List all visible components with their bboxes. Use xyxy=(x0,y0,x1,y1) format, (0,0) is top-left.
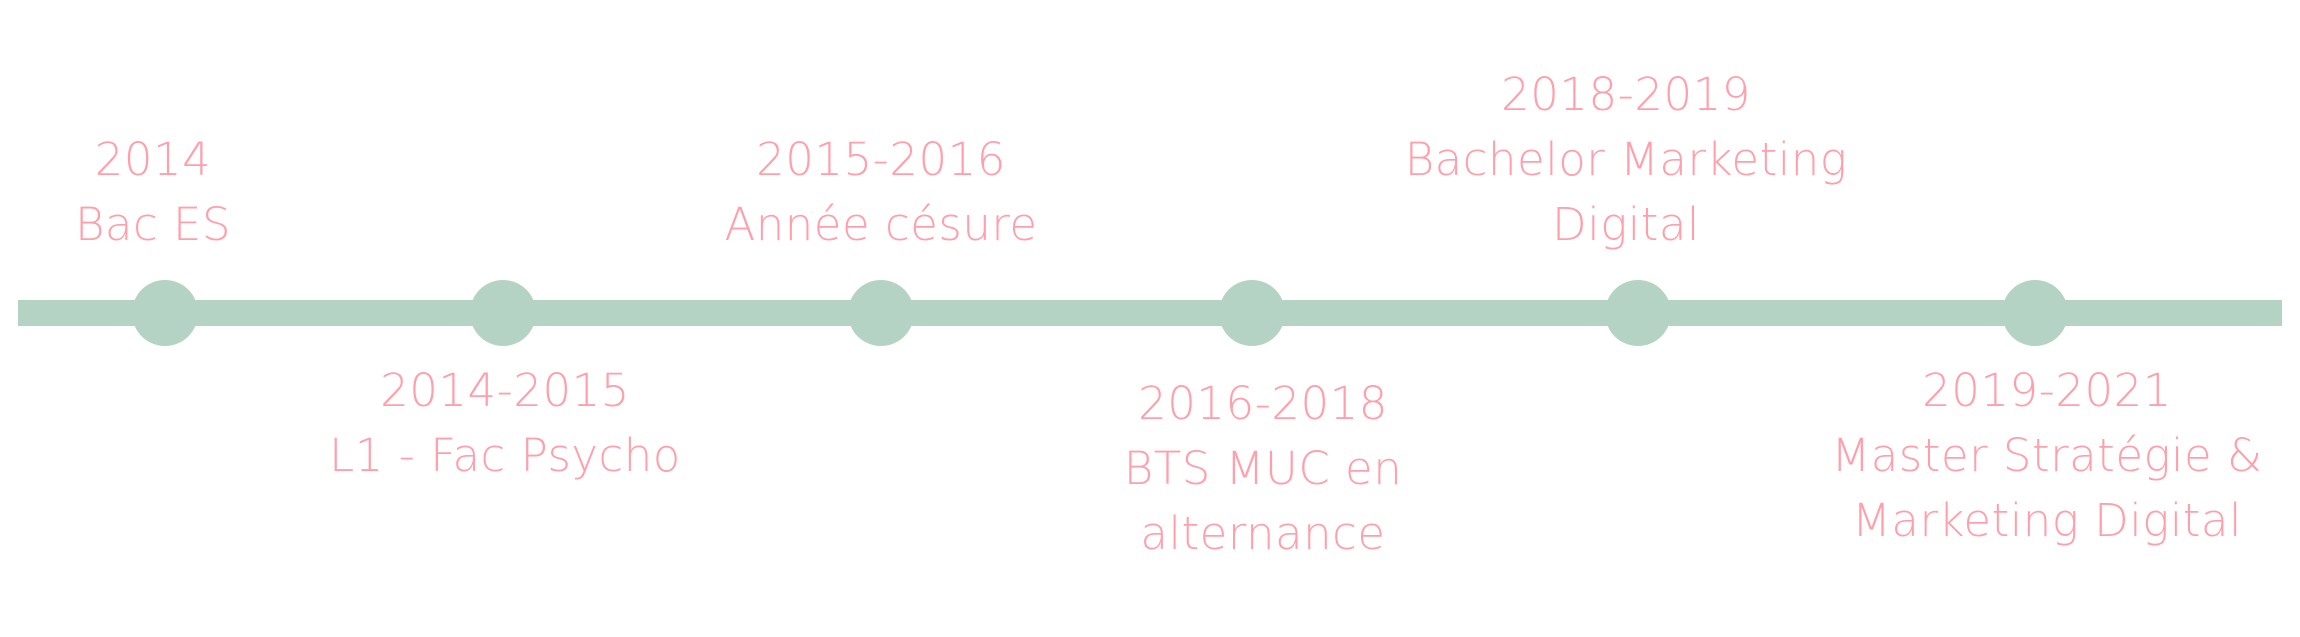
milestone-dot-2019-2021 xyxy=(2002,280,2068,346)
milestone-title-line2: Digital xyxy=(1552,198,1700,251)
milestone-dot-2015-2016 xyxy=(848,280,914,346)
milestone-label-2014-2015: 2014-2015 L1 - Fac Psycho xyxy=(305,358,705,488)
milestone-year: 2018-2019 xyxy=(1501,68,1751,121)
milestone-title-line2: alternance xyxy=(1140,507,1386,560)
milestone-title: BTS MUC en xyxy=(1123,442,1403,495)
milestone-dot-2018-2019 xyxy=(1605,280,1671,346)
milestone-year: 2016-2018 xyxy=(1138,377,1388,430)
milestone-dot-2016-2018 xyxy=(1219,280,1285,346)
milestone-year: 2019-2021 xyxy=(1922,364,2172,417)
milestone-label-2019-2021: 2019-2021 Master Stratégie & Marketing D… xyxy=(1797,358,2297,553)
milestone-dot-2014-2015 xyxy=(470,280,536,346)
milestone-year: 2015-2016 xyxy=(756,133,1006,186)
milestone-label-2016-2018: 2016-2018 BTS MUC en alternance xyxy=(1063,371,1463,566)
milestone-label-2018-2019: 2018-2019 Bachelor Marketing Digital xyxy=(1376,62,1876,257)
milestone-year: 2014-2015 xyxy=(380,364,630,417)
milestone-label-2015-2016: 2015-2016 Année césure xyxy=(681,127,1081,257)
timeline-line xyxy=(18,300,2282,326)
milestone-title: Année césure xyxy=(724,198,1038,251)
milestone-dot-2014 xyxy=(132,280,198,346)
milestone-title: Bachelor Marketing xyxy=(1404,133,1848,186)
milestone-title: L1 - Fac Psycho xyxy=(329,429,681,482)
milestone-title: Master Stratégie & xyxy=(1831,429,2263,482)
milestone-title-line2: Marketing Digital xyxy=(1852,494,2242,547)
milestone-year: 2014 xyxy=(94,133,212,186)
milestone-title: Bac ES xyxy=(74,198,232,251)
milestone-label-2014: 2014 Bac ES xyxy=(53,127,253,257)
